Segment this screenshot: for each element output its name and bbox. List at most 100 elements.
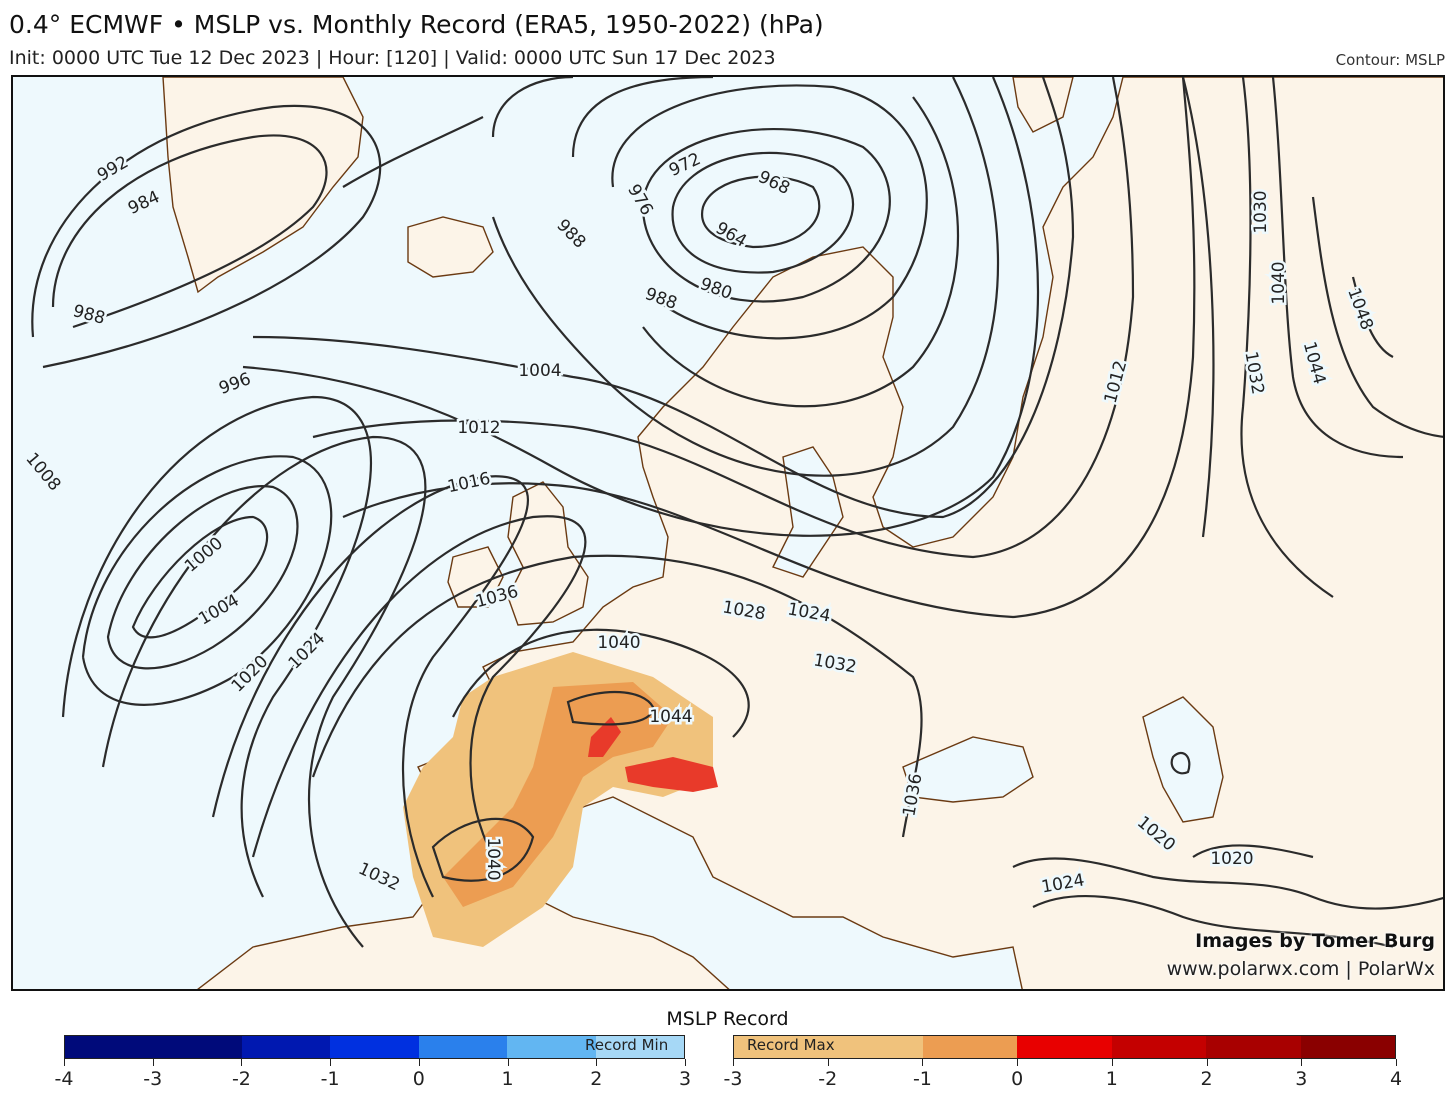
isobar-caspian-small — [1170, 751, 1191, 775]
isobar-1028 — [211, 475, 529, 898]
isobar-1036 — [311, 554, 923, 838]
isobar-972 — [641, 128, 891, 303]
contour-label-976: 976 — [623, 181, 657, 219]
isobar-atlantic-low-1 — [131, 515, 269, 639]
contour-label-1004: 1004 — [518, 361, 561, 381]
contour-label-968: 968 — [755, 167, 793, 199]
contour-label-1016: 1016 — [446, 469, 492, 498]
isobar-996 — [242, 77, 1039, 537]
colorbar-tick — [418, 1059, 420, 1066]
colorbar-min-segment — [418, 1036, 508, 1058]
colorbar-max-segment — [1206, 1036, 1301, 1058]
contour-label-1000: 1000 — [181, 533, 227, 576]
black-sea — [902, 736, 1034, 803]
isobar-1032 — [251, 515, 587, 858]
colorbar-tick-label: -4 — [54, 1068, 74, 1090]
contour-label-1044: 1044 — [649, 707, 692, 727]
colorbar-tick-label: -3 — [143, 1068, 163, 1090]
colorbar-tick — [330, 1059, 332, 1066]
isobar-988 — [491, 77, 1000, 477]
colorbar-record-max-label: Record Max — [747, 1036, 835, 1054]
colorbar-tick-label: 2 — [590, 1068, 603, 1090]
colorbar-min-segment — [330, 1036, 419, 1058]
mediterranean-sea — [481, 796, 1023, 989]
colorbar-tick — [733, 1059, 734, 1066]
isobar-low-greenland-1 — [51, 134, 328, 329]
colorbar-tick — [685, 1059, 686, 1066]
colorbar-min-segment — [595, 1036, 684, 1058]
contour-label-988: 988 — [71, 301, 108, 329]
contour-label-1024: 1024 — [285, 629, 330, 674]
colorbar-tick-label: -1 — [912, 1068, 932, 1090]
contour-label-1012: 1012 — [457, 418, 500, 438]
credit-website: www.polarwx.com | PolarWx — [1166, 958, 1435, 980]
colorbar-tick — [1017, 1059, 1019, 1066]
isobar-atlantic-low-2 — [106, 485, 299, 670]
isobar-1040e — [1271, 77, 1404, 459]
record-max-shading — [403, 652, 718, 947]
contour-label-996: 996 — [216, 369, 253, 399]
isobar-1004 — [252, 77, 1075, 519]
colorbar-min-segment — [241, 1036, 331, 1058]
colorbar-tick — [596, 1059, 598, 1066]
iceland-land — [407, 216, 494, 278]
colorbar-tick-label: 1 — [501, 1068, 514, 1090]
isobar-1048e — [1351, 276, 1394, 358]
contour-label-1008: 1008 — [21, 449, 64, 495]
contour-label-1030: 1030 — [1251, 190, 1271, 233]
contour-label-1040: 1040 — [483, 837, 503, 880]
colorbar-record-max — [733, 1035, 1396, 1059]
colorbar-max-segment — [922, 1036, 1018, 1058]
colorbar-tick-label: 0 — [412, 1068, 425, 1090]
colorbar-tick — [922, 1059, 924, 1066]
isobar-1012 — [312, 77, 1135, 559]
colorbar-tick — [507, 1059, 509, 1066]
isobar-1044 — [566, 690, 655, 726]
isobar-968 — [671, 151, 854, 274]
colorbar-tick-label: -1 — [320, 1068, 340, 1090]
colorbar-tick — [241, 1059, 243, 1066]
colorbar-tick-label: 0 — [1011, 1068, 1024, 1090]
contour-label-988: 988 — [642, 284, 679, 314]
colorbar-tick — [1111, 1059, 1113, 1066]
colorbar-max-segment — [1017, 1036, 1112, 1058]
colorbar-min-segment — [507, 1036, 596, 1058]
colorbar-tick — [1206, 1059, 1208, 1066]
isobar-1020 — [1181, 77, 1314, 859]
contour-label-1004: 1004 — [195, 591, 242, 630]
greenland-land — [162, 77, 364, 294]
isobar-1044e — [1311, 196, 1443, 438]
colorbar-tick-label: 2 — [1200, 1068, 1213, 1090]
contour-note: Contour: MSLP — [1335, 51, 1445, 69]
contour-label-972: 972 — [666, 149, 704, 181]
contour-label-1020: 1020 — [1210, 849, 1253, 869]
colorbar-tick — [827, 1059, 829, 1066]
isobar-980 — [571, 77, 960, 408]
record-max-high-alps — [588, 717, 621, 757]
colorbar-tick-label: 3 — [1295, 1068, 1308, 1090]
contour-label-1040: 1040 — [597, 633, 640, 653]
colorbar-tick-label: 3 — [678, 1068, 692, 1090]
colorbar-tick — [1396, 1059, 1397, 1066]
colorbar-tick — [1301, 1059, 1303, 1066]
isobar-1040 — [452, 628, 750, 738]
isobar-964 — [701, 175, 821, 249]
contour-label-1040: 1040 — [1269, 261, 1289, 304]
isobar-mideast-1 — [1012, 857, 1443, 910]
contour-label-988: 988 — [552, 215, 589, 252]
colorbar-tick-label: -2 — [231, 1068, 251, 1090]
colorbar-max-segment — [1111, 1036, 1207, 1058]
isobar-1030 — [1240, 77, 1334, 598]
isobar-mideast-2 — [1032, 894, 1394, 949]
colorbar-tick — [64, 1059, 65, 1066]
colorbar-record-min-label: Record Min — [585, 1036, 669, 1054]
colorbar-title: MSLP Record — [666, 1008, 789, 1030]
contour-label-980: 980 — [697, 274, 734, 304]
isobar-atlantic-low-3 — [81, 455, 333, 706]
svalbard-land — [1012, 77, 1074, 133]
colorbar-min-segment — [65, 1036, 242, 1058]
contour-label-1024: 1024 — [786, 599, 832, 626]
colorbar-max-segment — [734, 1036, 923, 1058]
record-max-high-italy — [625, 757, 718, 792]
